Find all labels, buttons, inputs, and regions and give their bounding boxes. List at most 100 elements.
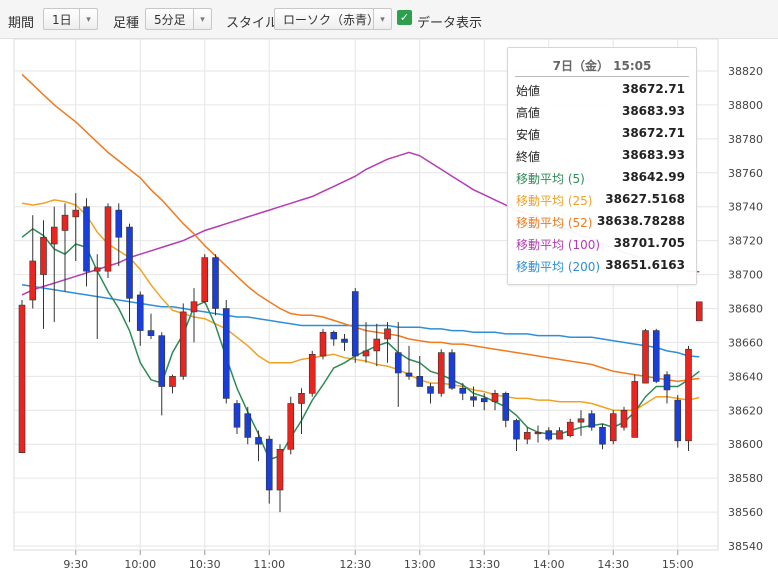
candle-up [276,449,284,491]
x-tick-label: 9:30 [63,558,88,571]
candle-up [308,354,316,394]
info-row-label: 移動平均 (100) [516,238,601,252]
bar-type-label: 足種 [113,16,140,31]
candle-down [158,335,166,387]
info-row-label: 始値 [516,84,541,98]
y-tick-label: 38780 [728,133,763,146]
info-row-value: 38672.71 [621,82,685,96]
data-display-label[interactable]: データ表示 [417,16,483,31]
candle-down [652,330,660,382]
candle-up [437,352,445,394]
candle-down [416,376,424,387]
candle-up [319,331,327,357]
candle-up [298,393,305,404]
x-tick-label: 14:30 [597,558,629,571]
info-row: 高値 38683.93 [516,104,685,122]
candle-down [427,386,434,394]
chevron-down-icon: ▾ [193,9,211,29]
ma200-line [21,284,700,358]
candle-down [545,430,553,440]
candle-up [40,236,47,275]
info-row: 移動平均 (25) 38627.5168 [516,192,685,210]
candle-down [513,420,520,440]
candle-up [631,381,639,438]
candle-down [212,257,219,309]
candle-up [642,330,649,384]
info-row-label: 安値 [516,128,541,142]
candle-up [362,350,370,357]
toolbar: 期間 1日 ▾ 足種 5分足 ▾ スタイル ローソク（赤青） ▾ ✓ データ表示 [0,0,778,39]
bar-type-select-value: 5分足 [154,13,186,27]
data-display-checkbox[interactable]: ✓ [397,10,412,25]
candle-down [115,209,123,238]
bar-type-select[interactable]: 5分足 ▾ [145,8,212,30]
candle-down [255,437,262,445]
candle-up [577,418,585,423]
info-row-value: 38638.78288 [596,214,685,228]
candle-down [351,291,359,357]
candle-up [609,413,617,442]
info-row: 移動平均 (100) 38701.705 [516,236,685,254]
candle-up [50,226,58,245]
candle-down [83,206,90,272]
candle-down [459,387,467,394]
candle-down [588,413,596,428]
x-tick-label: 13:30 [468,558,500,571]
candle-up [104,206,112,272]
y-tick-label: 38700 [728,269,763,282]
candle-up [61,214,69,231]
info-row-label: 移動平均 (5) [516,172,585,186]
y-tick-label: 38620 [728,404,763,417]
info-divider [515,76,689,77]
period-select[interactable]: 1日 ▾ [43,8,98,30]
y-tick-label: 38580 [728,472,763,485]
candle-up [685,348,692,442]
info-row-label: 移動平均 (25) [516,194,593,208]
candle-down [674,399,682,442]
style-select[interactable]: ローソク（赤青） ▾ [274,8,392,30]
style-select-value: ローソク（赤青） [283,13,380,27]
chevron-down-icon: ▾ [79,9,97,29]
y-tick-label: 38800 [728,99,763,112]
candle-down [470,396,477,401]
info-row-value: 38651.6163 [605,258,685,272]
candle-up [179,311,187,377]
y-tick-label: 38720 [728,235,763,248]
candle-down [480,398,488,403]
x-tick-label: 14:00 [533,558,565,571]
info-row-value: 38642.99 [621,170,685,184]
info-row-value: 38701.705 [613,236,685,250]
y-tick-label: 38660 [728,336,763,349]
candle-down [244,413,252,438]
data-info-panel: 7日（金） 15:05 始値 38672.71 高値 38683.93 安値 38672.… [507,47,697,285]
candle-up [620,409,628,428]
x-tick-label: 10:00 [124,558,156,571]
y-tick-label: 38540 [728,540,763,553]
x-tick-label: 15:00 [662,558,694,571]
candle-up [72,209,80,218]
y-tick-label: 38740 [728,201,763,214]
candle-down [448,352,456,389]
candle-up [566,421,574,437]
x-tick-label: 11:00 [253,558,285,571]
candle-down [599,426,606,445]
y-tick-label: 38560 [728,506,763,519]
candle-up [190,301,198,313]
info-row: 移動平均 (5) 38642.99 [516,170,685,188]
y-tick-label: 38820 [728,65,763,78]
chevron-down-icon: ▾ [373,9,391,29]
info-row-value: 38672.71 [621,126,685,140]
info-row: 始値 38672.71 [516,82,685,100]
info-row-value: 38627.5168 [605,192,685,206]
info-row: 安値 38672.71 [516,126,685,144]
info-row: 移動平均 (52) 38638.78288 [516,214,685,232]
info-row-value: 38683.93 [621,104,685,118]
ma5-line [21,227,700,461]
candle-up [373,338,381,352]
candle-up [18,304,26,453]
period-select-value: 1日 [52,13,72,27]
y-tick-label: 38640 [728,370,763,383]
candle-down [222,308,230,399]
x-tick-label: 13:00 [404,558,436,571]
info-row-label: 移動平均 (52) [516,216,593,230]
